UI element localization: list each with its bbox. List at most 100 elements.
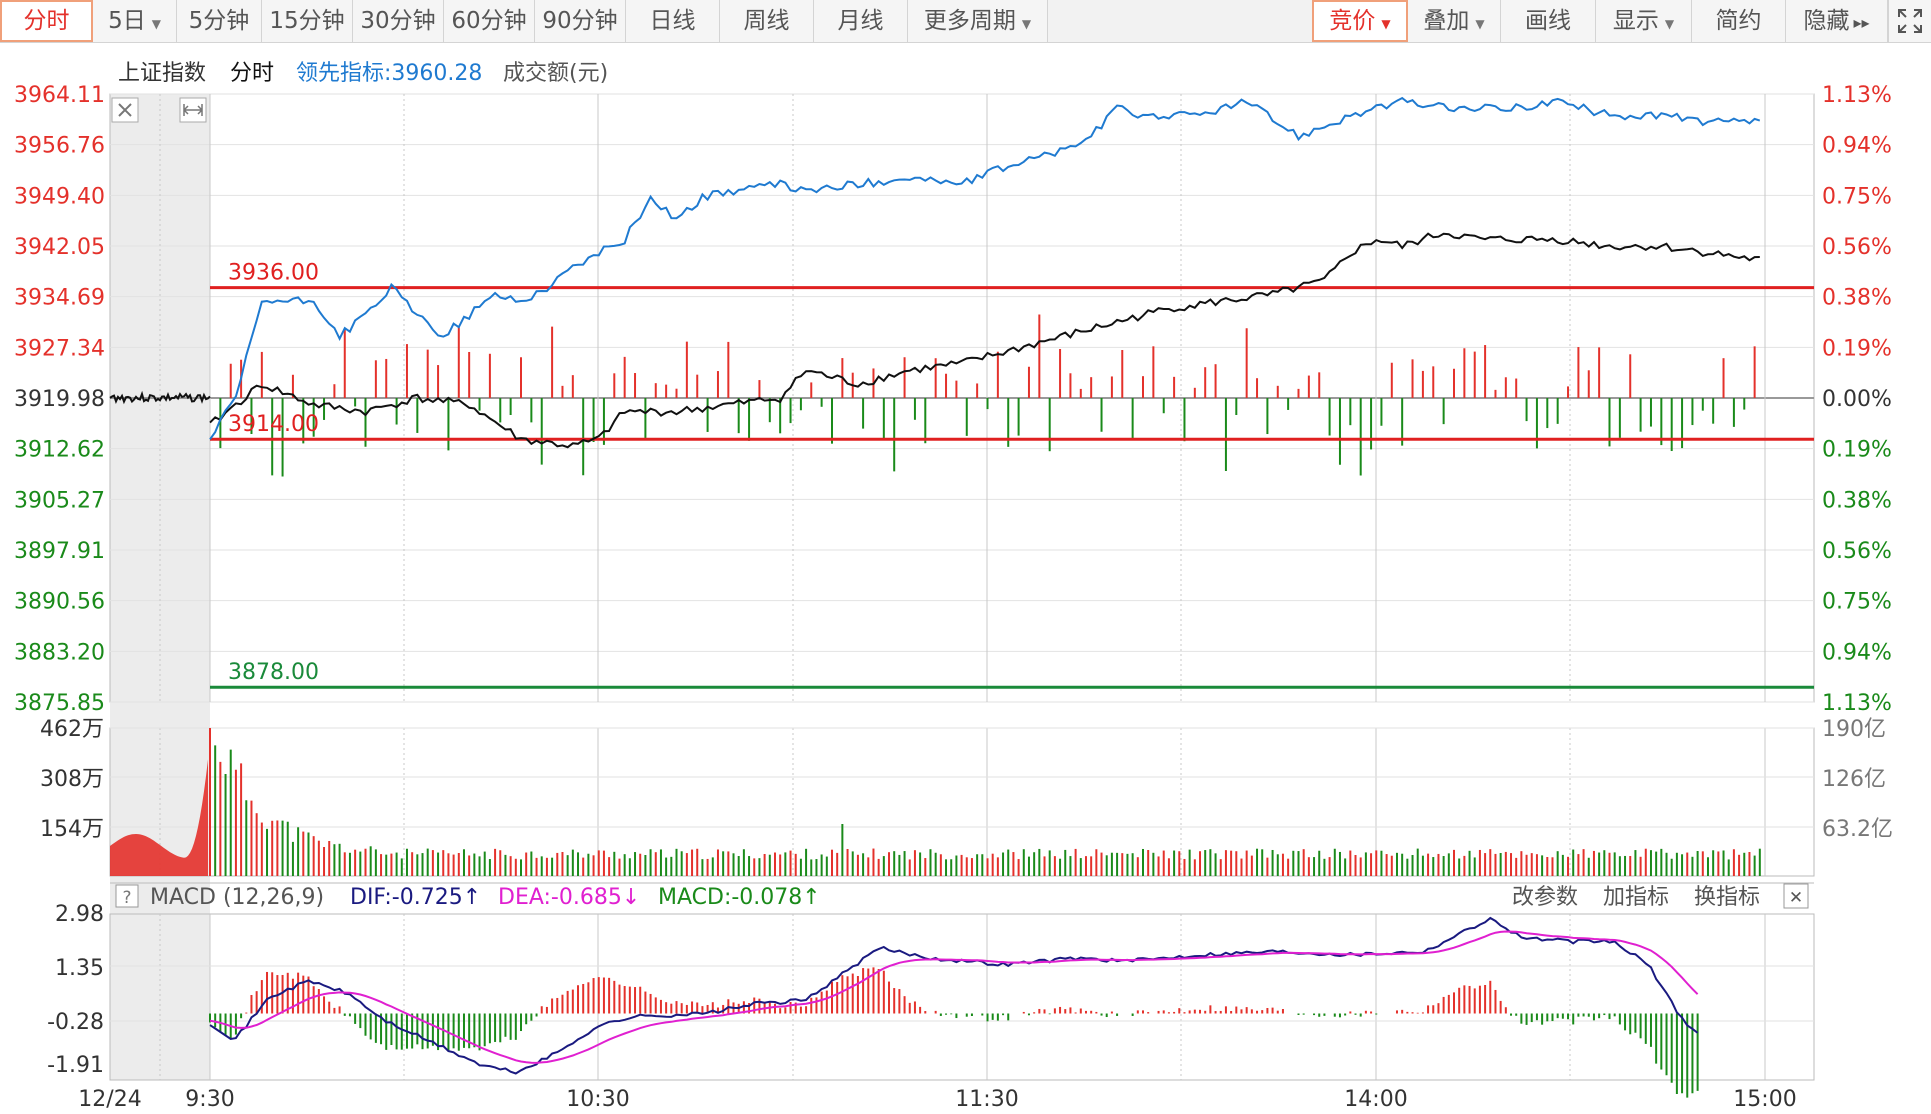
caret-down-icon: ▼ [1664, 17, 1675, 31]
resistance-line-label: 3936.00 [228, 261, 319, 286]
close-icon-glyph: ✕ [1789, 888, 1803, 908]
percent-tick-label: 0.94% [1822, 640, 1892, 665]
mode-label: 分时 [230, 61, 274, 86]
macd-dea-value: DEA:-0.685↓ [498, 885, 640, 910]
price-line [209, 232, 1760, 449]
tool-button-0[interactable]: 竞价 ▼ [1312, 0, 1408, 42]
volume-tick-label: 462万 [40, 717, 104, 742]
price-lines [109, 96, 1761, 449]
macd-tick-label: -1.91 [47, 1053, 104, 1078]
period-tab-6[interactable]: 90分钟 [535, 0, 626, 42]
time-tick-label: 9:30 [185, 1087, 234, 1112]
turnover-tick-label: 126亿 [1822, 767, 1886, 792]
tool-button-4[interactable]: 简约 [1692, 0, 1786, 42]
caret-down-icon: ▼ [1475, 17, 1485, 31]
period-tab-7[interactable]: 日线 [626, 0, 720, 42]
period-tab-label: 日线 [649, 8, 696, 34]
dea-line [209, 930, 1699, 1064]
tool-button-5[interactable]: 隐藏 ▸▸ [1786, 0, 1888, 42]
caret-down-icon: ▼ [151, 17, 161, 31]
price-tick-label: 3897.91 [14, 539, 105, 564]
resize-horizontal-icon [183, 104, 203, 116]
tool-button-label: 简约 [1715, 8, 1762, 34]
tool-button-label: 叠加 [1423, 8, 1470, 34]
tool-button-2[interactable]: 画线 [1501, 0, 1596, 42]
dif-line [209, 916, 1699, 1075]
axis-labels: 3964.11 3956.76 3949.40 3942.05 3934.69 3927.… [14, 83, 1893, 1112]
macd-panel [209, 916, 1699, 1098]
period-tab-9[interactable]: 月线 [814, 0, 908, 42]
price-tick-label: 3890.56 [14, 590, 105, 615]
tool-button-3[interactable]: 显示 ▼ [1596, 0, 1692, 42]
help-icon[interactable] [115, 884, 139, 908]
macd-tick-label: -0.28 [47, 1010, 104, 1035]
time-tick-label: 12/24 [78, 1087, 141, 1112]
close-icon [118, 103, 132, 117]
period-tab-0[interactable]: 分时 [0, 0, 93, 42]
macd-tick-label: 2.98 [55, 902, 104, 927]
fund-flow-bars [219, 314, 1756, 477]
pre-market-shade [110, 94, 210, 1080]
macd-value: MACD:-0.078↑ [658, 885, 821, 910]
price-tick-label: 3949.40 [14, 184, 105, 209]
volume-tick-label: 308万 [40, 767, 104, 792]
period-tab-2[interactable]: 5分钟 [177, 0, 262, 42]
turnover-tick-label: 63.2亿 [1822, 817, 1893, 842]
tool-button-label: 画线 [1525, 8, 1571, 34]
period-tab-5[interactable]: 60分钟 [444, 0, 535, 42]
period-tab-10[interactable]: 更多周期 ▼ [908, 0, 1048, 42]
price-tick-label: 3919.98 [14, 387, 105, 412]
percent-tick-label: 0.38% [1822, 488, 1892, 513]
tool-buttons: 竞价 ▼ 叠加 ▼ 画线 显示 ▼ 简约 隐藏 ▸▸ [1312, 0, 1888, 42]
period-tab-label: 60分钟 [451, 8, 527, 34]
tool-button-1[interactable]: 叠加 ▼ [1408, 0, 1501, 42]
target-line-label: 3878.00 [228, 660, 319, 685]
caret-down-icon: ▼ [1381, 17, 1391, 31]
chart-header: 上证指数 分时 领先指标:3960.28 成交额(元) [118, 61, 608, 86]
tool-button-label: 显示 [1612, 8, 1659, 34]
change-params-button[interactable]: 改参数 [1512, 885, 1578, 910]
time-tick-label: 15:00 [1733, 1087, 1796, 1112]
add-indicator-button[interactable]: 加指标 [1603, 885, 1669, 910]
switch-indicator-button[interactable]: 换指标 [1694, 885, 1760, 910]
fullscreen-icon[interactable] [1888, 0, 1931, 42]
period-tab-label: 30分钟 [360, 8, 436, 34]
double-chevron-right-icon: ▸▸ [1853, 13, 1870, 32]
period-tab-4[interactable]: 30分钟 [353, 0, 444, 42]
price-tick-label: 3934.69 [14, 286, 105, 311]
percent-tick-label: 0.19% [1822, 336, 1892, 361]
leading-indicator-line [209, 96, 1761, 440]
percent-tick-label: 0.94% [1822, 134, 1892, 159]
price-tick-label: 3964.11 [14, 83, 105, 108]
percent-tick-label: 0.56% [1822, 235, 1892, 260]
time-tick-label: 14:00 [1344, 1087, 1407, 1112]
tool-button-label: 隐藏 [1803, 8, 1850, 34]
auction-volume-area [110, 759, 208, 876]
period-tab-label: 分时 [23, 8, 70, 34]
close-indicator-icon[interactable] [1783, 883, 1809, 909]
period-tab-3[interactable]: 15分钟 [262, 0, 353, 42]
help-icon-glyph: ? [122, 888, 131, 908]
period-tab-label: 5日 [108, 8, 146, 34]
percent-tick-label: 0.00% [1822, 387, 1892, 412]
macd-panel-border [109, 913, 1815, 1081]
percent-tick-label: 0.38% [1822, 286, 1892, 311]
period-tabs: 分时 5日 ▼ 5分钟 15分钟 30分钟 60分钟 90分钟 日线 周线 月线 更多周期 ▼ [0, 0, 1048, 42]
price-levels: 3936.00 3914.00 3878.00 [210, 261, 1814, 689]
macd-tick-label: 1.35 [55, 956, 104, 981]
percent-tick-label: 0.75% [1822, 184, 1892, 209]
volume-tick-label: 154万 [40, 817, 104, 842]
period-tab-label: 90分钟 [542, 8, 618, 34]
period-tab-label: 月线 [837, 8, 884, 34]
time-tick-label: 11:30 [955, 1087, 1018, 1112]
macd-dif-value: DIF:-0.725↑ [350, 885, 481, 910]
price-tick-label: 3927.34 [14, 336, 105, 361]
turnover-tick-label: 190亿 [1822, 717, 1886, 742]
percent-tick-label: 1.13% [1822, 691, 1892, 716]
period-tab-1[interactable]: 5日 ▼ [93, 0, 177, 42]
period-tab-8[interactable]: 周线 [720, 0, 814, 42]
period-tab-label: 5分钟 [188, 8, 250, 34]
tool-button-label: 竞价 [1329, 8, 1376, 34]
price-tick-label: 3905.27 [14, 488, 105, 513]
